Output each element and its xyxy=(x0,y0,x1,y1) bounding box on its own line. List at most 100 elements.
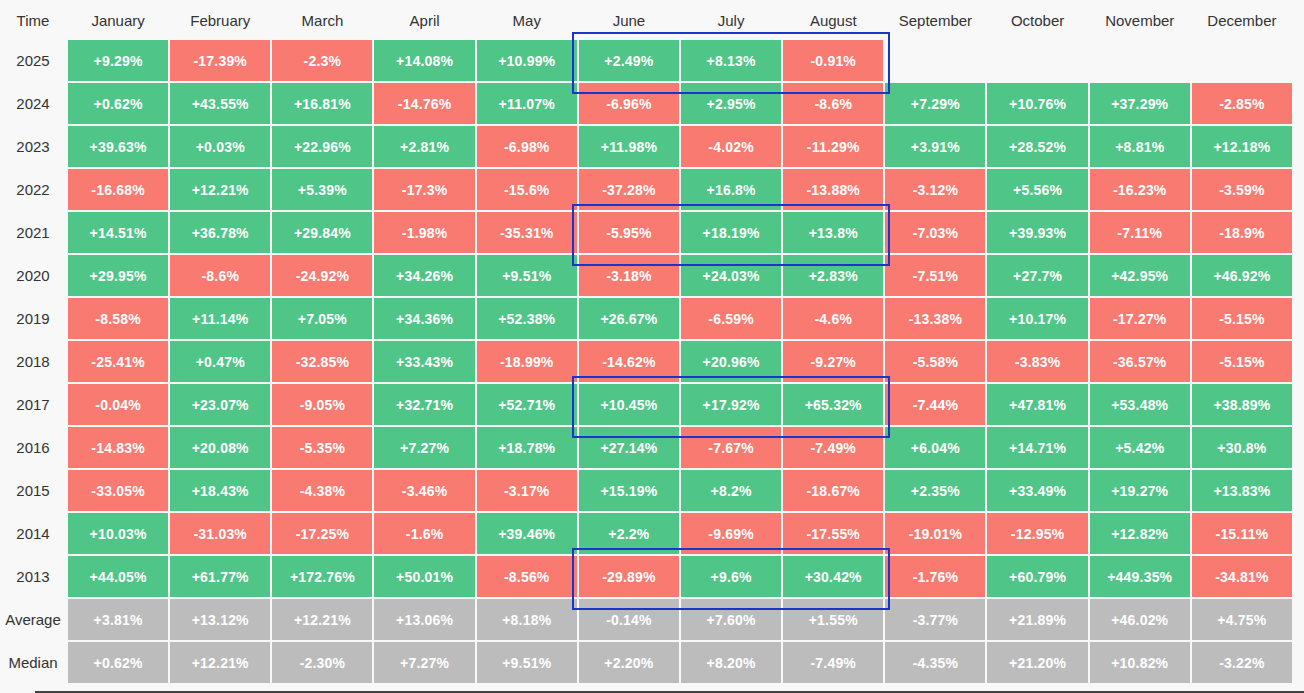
cell-average-august: +1.55% xyxy=(783,599,883,640)
cell-2018-march: -32.85% xyxy=(272,341,372,382)
cell-2023-march: +22.96% xyxy=(272,126,372,167)
cell-2016-september: +6.04% xyxy=(885,427,985,468)
cell-2025-march: -2.3% xyxy=(272,40,372,81)
cell-2020-january: +29.95% xyxy=(68,255,168,296)
cell-2014-september: -19.01% xyxy=(885,513,985,554)
cell-2018-april: +33.43% xyxy=(374,341,474,382)
cell-2015-april: -3.46% xyxy=(374,470,474,511)
cell-2024-december: -2.85% xyxy=(1192,83,1292,124)
cell-2013-july: +9.6% xyxy=(681,556,781,597)
cell-2024-july: +2.95% xyxy=(681,83,781,124)
cell-2025-september xyxy=(885,40,985,81)
cell-2023-january: +39.63% xyxy=(68,126,168,167)
cell-2023-october: +28.52% xyxy=(987,126,1087,167)
cell-2021-january: +14.51% xyxy=(68,212,168,253)
cell-2022-april: -17.3% xyxy=(374,169,474,210)
cell-2019-november: -17.27% xyxy=(1090,298,1190,339)
cell-2018-june: -14.62% xyxy=(579,341,679,382)
cell-2020-april: +34.26% xyxy=(374,255,474,296)
cell-2015-august: -18.67% xyxy=(783,470,883,511)
cell-2025-june: +2.49% xyxy=(579,40,679,81)
cell-2021-december: -18.9% xyxy=(1192,212,1292,253)
cell-2014-february: -31.03% xyxy=(170,513,270,554)
cell-2021-may: -35.31% xyxy=(477,212,577,253)
cell-2022-june: -37.28% xyxy=(579,169,679,210)
cell-2014-december: -15.11% xyxy=(1192,513,1292,554)
cell-2024-october: +10.76% xyxy=(987,83,1087,124)
cell-2023-february: +0.03% xyxy=(170,126,270,167)
cell-2017-december: +38.89% xyxy=(1192,384,1292,425)
row-label-2022: 2022 xyxy=(0,169,66,210)
cell-2025-february: -17.39% xyxy=(170,40,270,81)
cell-2013-october: +60.79% xyxy=(987,556,1087,597)
table-row-2019: 2019-8.58%+11.14%+7.05%+34.36%+52.38%+26… xyxy=(0,298,1292,339)
cell-2014-may: +39.46% xyxy=(477,513,577,554)
cell-2023-may: -6.98% xyxy=(477,126,577,167)
cell-2021-october: +39.93% xyxy=(987,212,1087,253)
cell-2016-december: +30.8% xyxy=(1192,427,1292,468)
cell-2021-february: +36.78% xyxy=(170,212,270,253)
table-row-2024: 2024+0.62%+43.55%+16.81%-14.76%+11.07%-6… xyxy=(0,83,1292,124)
cell-average-april: +13.06% xyxy=(374,599,474,640)
cell-2020-november: +42.95% xyxy=(1090,255,1190,296)
cell-2018-october: -3.83% xyxy=(987,341,1087,382)
table-body: 2025+9.29%-17.39%-2.3%+14.08%+10.99%+2.4… xyxy=(0,40,1304,683)
cell-median-december: -3.22% xyxy=(1192,642,1292,683)
cell-2017-september: -7.44% xyxy=(885,384,985,425)
cell-2014-january: +10.03% xyxy=(68,513,168,554)
cell-average-november: +46.02% xyxy=(1090,599,1190,640)
cell-2017-october: +47.81% xyxy=(987,384,1087,425)
row-label-2017: 2017 xyxy=(0,384,66,425)
cell-2023-july: -4.02% xyxy=(681,126,781,167)
row-label-2021: 2021 xyxy=(0,212,66,253)
cell-2024-may: +11.07% xyxy=(477,83,577,124)
cell-average-september: -3.77% xyxy=(885,599,985,640)
cell-2014-march: -17.25% xyxy=(272,513,372,554)
cell-2024-august: -8.6% xyxy=(783,83,883,124)
cell-2017-january: -0.04% xyxy=(68,384,168,425)
cell-2018-december: -5.15% xyxy=(1192,341,1292,382)
cell-2025-april: +14.08% xyxy=(374,40,474,81)
cell-2023-december: +12.18% xyxy=(1192,126,1292,167)
cell-2023-november: +8.81% xyxy=(1090,126,1190,167)
cell-2022-january: -16.68% xyxy=(68,169,168,210)
month-header-december: December xyxy=(1192,12,1292,29)
cell-2021-november: -7.11% xyxy=(1090,212,1190,253)
table-row-2014: 2014+10.03%-31.03%-17.25%-1.6%+39.46%+2.… xyxy=(0,513,1292,554)
cell-average-may: +8.18% xyxy=(477,599,577,640)
month-header-february: February xyxy=(170,12,270,29)
cell-median-august: -7.49% xyxy=(783,642,883,683)
cell-2016-june: +27.14% xyxy=(579,427,679,468)
cell-2017-may: +52.71% xyxy=(477,384,577,425)
cell-median-march: -2.30% xyxy=(272,642,372,683)
row-label-2020: 2020 xyxy=(0,255,66,296)
table-header-row: Time JanuaryFebruaryMarchAprilMayJuneJul… xyxy=(0,0,1292,40)
month-header-may: May xyxy=(477,12,577,29)
cell-2020-june: -3.18% xyxy=(579,255,679,296)
cell-2022-february: +12.21% xyxy=(170,169,270,210)
table-row-2022: 2022-16.68%+12.21%+5.39%-17.3%-15.6%-37.… xyxy=(0,169,1292,210)
cell-2017-november: +53.48% xyxy=(1090,384,1190,425)
cell-2013-february: +61.77% xyxy=(170,556,270,597)
cell-2025-july: +8.13% xyxy=(681,40,781,81)
cell-2023-june: +11.98% xyxy=(579,126,679,167)
cell-2025-october xyxy=(987,40,1087,81)
cell-median-november: +10.82% xyxy=(1090,642,1190,683)
cell-2013-april: +50.01% xyxy=(374,556,474,597)
cell-2022-july: +16.8% xyxy=(681,169,781,210)
table-row-median: Median+0.62%+12.21%-2.30%+7.27%+9.51%+2.… xyxy=(0,642,1292,683)
month-header-january: January xyxy=(68,12,168,29)
cell-2019-july: -6.59% xyxy=(681,298,781,339)
cell-2020-february: -8.6% xyxy=(170,255,270,296)
month-header-july: July xyxy=(681,12,781,29)
cell-2019-december: -5.15% xyxy=(1192,298,1292,339)
cell-2013-may: -8.56% xyxy=(477,556,577,597)
cell-2022-october: +5.56% xyxy=(987,169,1087,210)
cell-2013-june: -29.89% xyxy=(579,556,679,597)
month-header-march: March xyxy=(272,12,372,29)
cell-2016-january: -14.83% xyxy=(68,427,168,468)
month-header-september: September xyxy=(885,12,985,29)
cell-2020-september: -7.51% xyxy=(885,255,985,296)
table-row-2025: 2025+9.29%-17.39%-2.3%+14.08%+10.99%+2.4… xyxy=(0,40,1292,81)
cell-2017-june: +10.45% xyxy=(579,384,679,425)
